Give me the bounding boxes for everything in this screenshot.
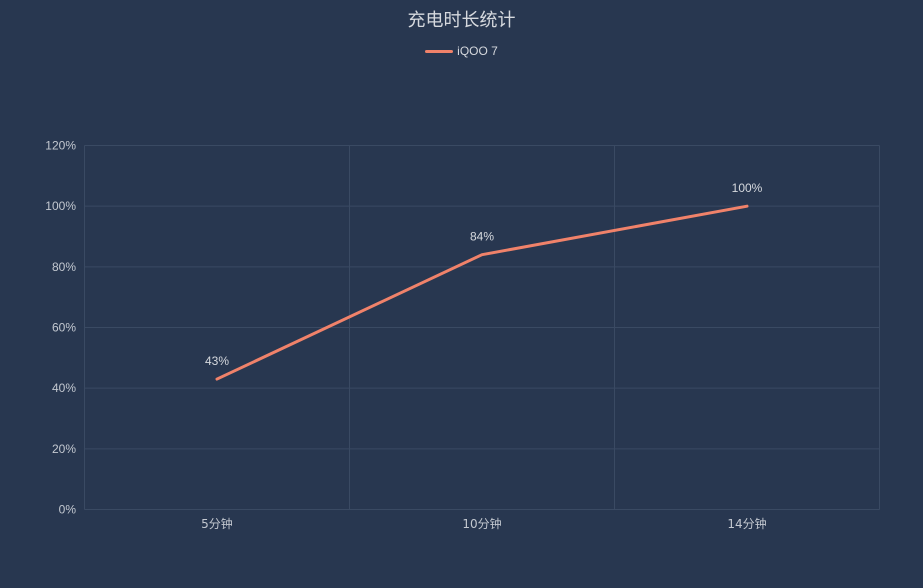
y-tick-label: 0%: [59, 503, 77, 517]
y-tick-label: 100%: [45, 199, 76, 213]
x-tick-label: 5分钟: [201, 516, 233, 531]
y-tick-label: 60%: [52, 321, 76, 335]
y-tick-label: 40%: [52, 381, 76, 395]
data-point[interactable]: [478, 251, 486, 259]
legend-label: iQOO 7: [457, 44, 498, 58]
x-tick-label: 14分钟: [727, 516, 766, 531]
series-line[interactable]: [215, 204, 749, 381]
data-label: 100%: [732, 181, 763, 195]
legend-line-swatch-icon: [425, 49, 454, 53]
data-label: 43%: [205, 354, 229, 368]
x-tick-label: 10分钟: [462, 516, 501, 531]
data-point[interactable]: [213, 375, 221, 383]
y-tick-label: 120%: [45, 139, 76, 153]
legend: iQOO 7: [0, 44, 923, 58]
data-label: 84%: [470, 230, 494, 244]
chart-title: 充电时长统计: [407, 10, 516, 31]
y-tick-label: 20%: [52, 442, 76, 456]
y-tick-label: 80%: [52, 260, 76, 274]
data-point[interactable]: [743, 202, 751, 210]
legend-item-iqoo7[interactable]: iQOO 7: [425, 44, 498, 58]
